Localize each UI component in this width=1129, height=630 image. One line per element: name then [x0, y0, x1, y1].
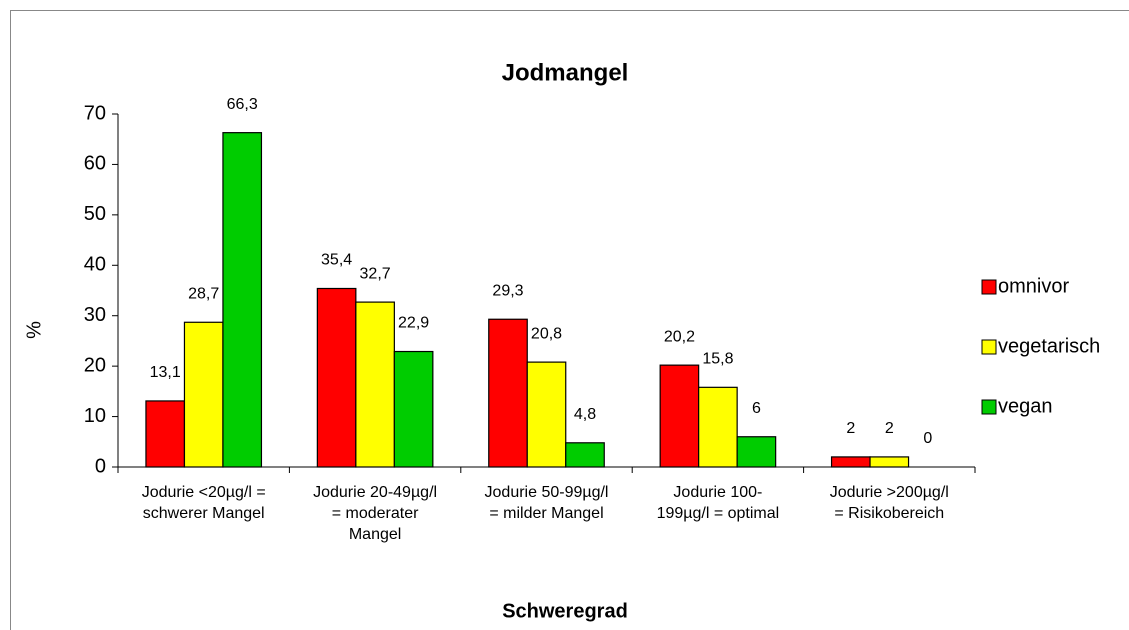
bar: [355, 301, 395, 468]
legend-swatch: [981, 399, 997, 415]
bar: [659, 364, 700, 468]
chart-title: Jodmangel: [502, 59, 629, 86]
value-label: 2: [846, 420, 855, 437]
y-tick-label: 20: [84, 354, 106, 376]
legend-swatch: [981, 339, 997, 355]
y-tick-label: 60: [84, 153, 106, 175]
x-tick-label: Jodurie <20µg/l = schwerer Mangel: [142, 484, 266, 522]
bar: [736, 436, 777, 468]
value-label: 35,4: [321, 252, 352, 269]
legend-swatch: [981, 279, 997, 295]
value-label: 29,3: [492, 282, 523, 299]
bar: [183, 321, 224, 468]
value-label: 20,2: [664, 328, 695, 345]
x-axis-label: Schweregrad: [502, 600, 628, 622]
bar: [393, 350, 434, 468]
y-tick-label: 30: [84, 304, 106, 326]
value-label: 2: [885, 420, 894, 437]
value-label: 20,8: [531, 325, 562, 342]
value-label: 22,9: [398, 315, 429, 332]
bar: [565, 442, 605, 468]
y-tick-label: 40: [84, 254, 106, 276]
y-tick-label: 10: [84, 405, 106, 427]
x-tick-label: Jodurie >200µg/l = Risikobereich: [830, 484, 949, 522]
bar: [869, 456, 910, 468]
value-label: 0: [923, 430, 932, 447]
value-label: 4,8: [574, 406, 596, 423]
y-tick-label: 70: [84, 102, 106, 124]
bar: [316, 287, 357, 468]
y-axis-label: %: [23, 321, 45, 339]
bar: [830, 456, 871, 468]
value-label: 15,8: [702, 351, 733, 368]
bar: [698, 386, 738, 468]
value-label: 28,7: [188, 285, 219, 302]
legend-label: omnivor: [998, 275, 1069, 297]
value-label: 6: [752, 400, 761, 417]
bar: [526, 361, 567, 468]
legend-label: vegetarisch: [998, 335, 1100, 357]
bar: [488, 318, 528, 468]
value-label: 66,3: [227, 96, 258, 113]
x-tick-label: Jodurie 50-99µg/l = milder Mangel: [485, 484, 609, 522]
x-tick-label: Jodurie 100-199µg/l = optimal: [657, 484, 780, 522]
value-label: 32,7: [360, 265, 391, 282]
bar: [222, 132, 263, 468]
y-tick-label: 0: [95, 455, 106, 477]
value-label: 13,1: [150, 364, 181, 381]
x-tick-label: Jodurie 20-49µg/l = moderater Mangel: [313, 484, 437, 543]
chart-border: [10, 10, 1129, 630]
bar: [145, 400, 186, 468]
y-tick-label: 50: [84, 203, 106, 225]
legend-label: vegan: [998, 395, 1053, 417]
